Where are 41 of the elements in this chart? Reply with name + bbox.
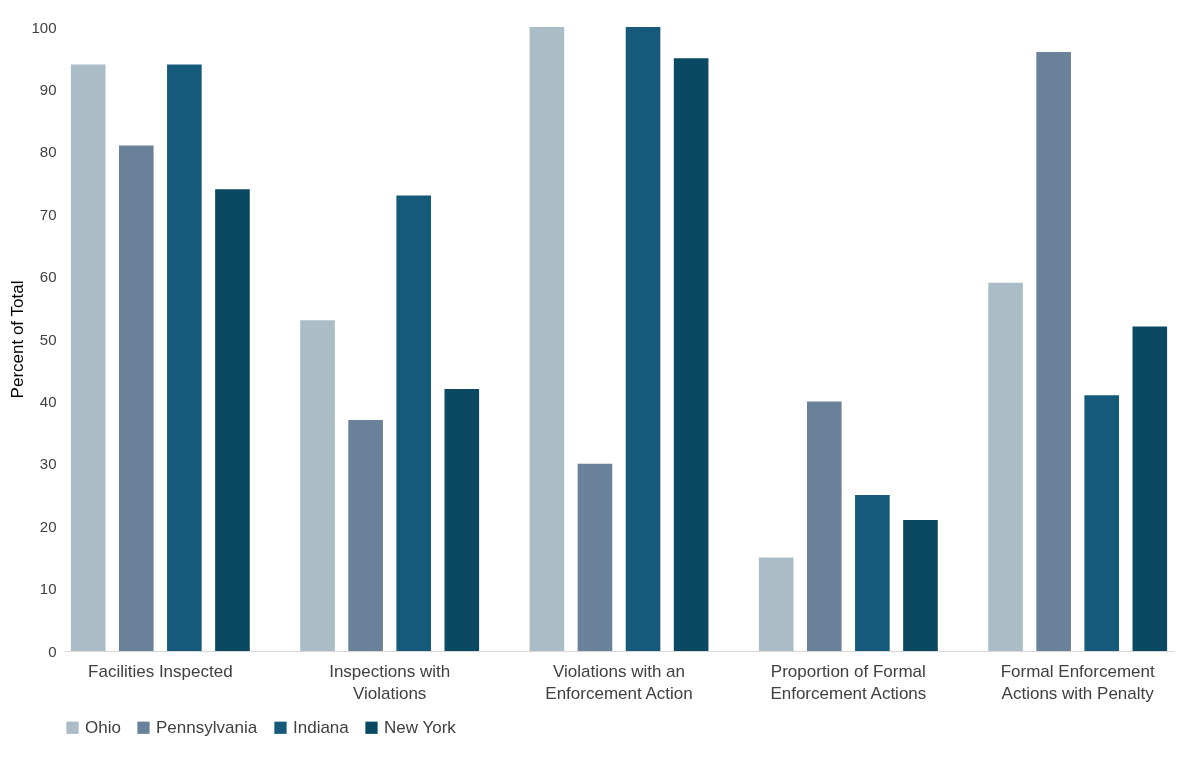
bar xyxy=(1036,51,1071,651)
bar xyxy=(988,282,1023,651)
bar xyxy=(529,27,565,651)
y-tick-label: 70 xyxy=(39,205,57,223)
legend-label: New York xyxy=(384,717,457,737)
y-tick-label: 80 xyxy=(39,143,57,161)
legend-label: Indiana xyxy=(293,717,350,737)
bar xyxy=(903,519,938,651)
bar xyxy=(118,145,154,651)
x-tick-label: Violations with an Enforcement Action xyxy=(545,661,693,703)
y-tick-label: 40 xyxy=(39,392,57,410)
bar xyxy=(167,64,202,651)
bar xyxy=(806,401,842,651)
y-tick-label: 100 xyxy=(31,18,57,36)
bar xyxy=(396,195,432,651)
y-tick-label: 20 xyxy=(39,517,57,535)
bar xyxy=(215,189,250,651)
bar xyxy=(758,557,794,651)
y-tick-label: 90 xyxy=(39,80,57,98)
bar xyxy=(625,27,661,651)
y-tick-label: 0 xyxy=(48,642,57,660)
x-tick-label: Proportion of Formal Enforcement Actions xyxy=(770,661,927,703)
bar xyxy=(300,320,335,651)
y-tick-label: 10 xyxy=(39,580,57,598)
bar xyxy=(348,420,383,651)
y-tick-label: 50 xyxy=(39,330,57,348)
x-tick-label: Inspections with Violations xyxy=(329,661,451,703)
x-tick-label: Facilities Inspected xyxy=(88,661,233,681)
bar xyxy=(577,463,613,651)
y-tick-label: 30 xyxy=(39,455,57,473)
bar xyxy=(1084,395,1120,651)
x-tick-label: Formal Enforcement Actions with Penalty xyxy=(1000,661,1155,703)
y-axis-title: Percent of Total xyxy=(8,280,28,399)
y-tick-label: 60 xyxy=(39,268,57,286)
legend-label: Ohio xyxy=(85,717,121,737)
bar xyxy=(855,495,890,651)
bar xyxy=(70,64,106,651)
bar xyxy=(444,388,480,651)
bar xyxy=(1132,326,1168,651)
legend-label: Pennsylvania xyxy=(156,717,258,737)
bar xyxy=(673,58,709,651)
